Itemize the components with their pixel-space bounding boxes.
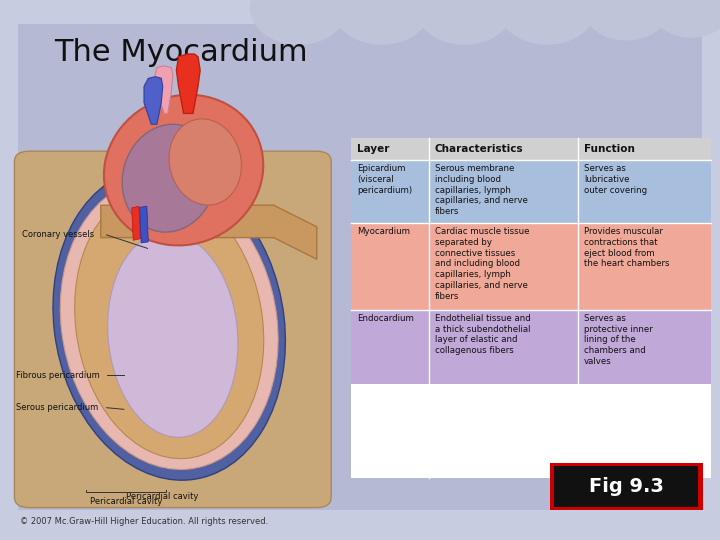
Ellipse shape — [169, 119, 241, 205]
Ellipse shape — [122, 124, 216, 232]
Text: Serous membrane
including blood
capillaries, lymph
capillaries, and nerve
fibers: Serous membrane including blood capillar… — [435, 164, 527, 216]
Bar — [351, 138, 711, 478]
Circle shape — [333, 0, 431, 45]
Text: Myocardium: Myocardium — [357, 227, 410, 236]
Text: Characteristics: Characteristics — [435, 144, 523, 154]
Text: Pericardial cavity: Pericardial cavity — [90, 497, 162, 506]
Bar — [550, 463, 703, 510]
Polygon shape — [140, 206, 148, 243]
Circle shape — [583, 0, 670, 40]
Text: Fibrous pericardium: Fibrous pericardium — [16, 371, 99, 380]
Text: Endothelial tissue and
a thick subendothelial
layer of elastic and
collagenous f: Endothelial tissue and a thick subendoth… — [435, 314, 530, 355]
Polygon shape — [176, 54, 200, 113]
Text: Epicardium
(visceral
pericardium): Epicardium (visceral pericardium) — [357, 164, 413, 194]
Ellipse shape — [108, 232, 238, 437]
Text: © 2007 Mc.Graw-Hill Higher Education. All rights reserved.: © 2007 Mc.Graw-Hill Higher Education. Al… — [20, 517, 269, 526]
Circle shape — [250, 0, 348, 45]
Text: Fig 9.3: Fig 9.3 — [589, 477, 664, 496]
Text: Cardiac muscle tissue
separated by
connective tissues
and including blood
capill: Cardiac muscle tissue separated by conne… — [435, 227, 529, 301]
Circle shape — [415, 0, 513, 45]
Text: Serves as
lubricative
outer covering: Serves as lubricative outer covering — [584, 164, 647, 194]
Text: Coronary vessels: Coronary vessels — [22, 231, 94, 239]
Ellipse shape — [75, 190, 264, 458]
Text: Serous pericardium: Serous pericardium — [16, 403, 98, 412]
Circle shape — [498, 0, 596, 45]
Bar — [351, 138, 711, 160]
Polygon shape — [144, 77, 163, 124]
Ellipse shape — [60, 179, 278, 469]
Text: Layer: Layer — [357, 144, 390, 154]
Text: Provides muscular
contractions that
eject blood from
the heart chambers: Provides muscular contractions that ejec… — [584, 227, 670, 268]
Bar — [351, 160, 711, 223]
Ellipse shape — [104, 95, 264, 245]
Bar — [351, 309, 711, 384]
Polygon shape — [155, 66, 173, 113]
Text: Pericardial cavity: Pericardial cavity — [126, 492, 199, 501]
Text: Endocardium: Endocardium — [357, 314, 414, 323]
Circle shape — [652, 0, 720, 38]
Bar — [351, 223, 711, 309]
Ellipse shape — [53, 168, 285, 480]
Polygon shape — [132, 206, 140, 240]
FancyBboxPatch shape — [14, 151, 331, 508]
Text: Function: Function — [584, 144, 635, 154]
Polygon shape — [101, 205, 317, 259]
Text: The Myocardium: The Myocardium — [54, 38, 307, 67]
Text: Serves as
protective inner
lining of the
chambers and
valves: Serves as protective inner lining of the… — [584, 314, 652, 366]
Bar — [554, 466, 698, 507]
